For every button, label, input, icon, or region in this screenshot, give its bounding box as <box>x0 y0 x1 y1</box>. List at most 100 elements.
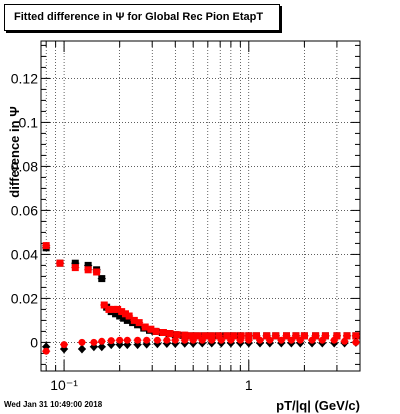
data-point <box>227 336 235 344</box>
chart-title: Fitted difference in Ψ for Global Rec Pi… <box>4 4 280 31</box>
data-point <box>272 332 280 340</box>
data-point <box>330 336 338 344</box>
data-point <box>105 305 113 313</box>
data-point <box>230 332 238 340</box>
data-series <box>42 242 360 355</box>
data-point <box>343 332 351 340</box>
data-point <box>125 312 133 320</box>
data-point <box>109 305 117 313</box>
y-tick-label: 0 <box>30 334 38 350</box>
data-point <box>208 336 216 344</box>
data-point <box>223 332 231 340</box>
data-point <box>42 242 50 250</box>
data-point <box>189 336 197 344</box>
y-axis-label: difference in Ψ <box>7 106 22 197</box>
data-point <box>352 332 360 340</box>
data-point <box>292 332 300 340</box>
y-tick-label: 0.12 <box>11 70 38 86</box>
tick-labels: 0 0.02 0.04 0.06 0.08 0.1 0.12 10⁻¹ 1 <box>11 70 253 393</box>
data-point <box>237 332 245 340</box>
data-point <box>163 336 171 344</box>
data-point <box>84 266 92 274</box>
data-point <box>333 332 341 340</box>
data-point <box>153 336 161 344</box>
data-point <box>252 332 260 340</box>
data-point <box>114 305 122 313</box>
data-point <box>143 336 151 344</box>
data-point <box>217 336 225 344</box>
data-point <box>152 327 160 335</box>
data-point <box>181 336 189 344</box>
data-point <box>159 329 167 336</box>
series-0 <box>42 244 360 340</box>
data-point <box>90 338 98 346</box>
data-point <box>107 337 115 345</box>
data-point <box>308 336 316 344</box>
data-point <box>77 344 86 354</box>
data-point <box>42 347 50 355</box>
data-point <box>123 336 131 344</box>
x-tick-label: 10⁻¹ <box>50 377 78 393</box>
y-tick-label: 0.08 <box>11 158 38 174</box>
data-point <box>97 342 106 352</box>
timestamp: Wed Jan 31 10:49:00 2018 <box>4 400 103 409</box>
data-point <box>198 336 206 344</box>
data-point <box>215 332 223 340</box>
data-point <box>173 331 181 339</box>
data-point <box>312 332 320 340</box>
data-point <box>256 336 264 344</box>
data-point <box>282 332 290 340</box>
plot-frame <box>40 40 361 372</box>
data-point <box>56 259 64 267</box>
data-point <box>134 336 142 344</box>
data-point <box>98 337 106 345</box>
data-point <box>71 264 79 272</box>
data-point <box>352 338 360 346</box>
data-point <box>116 312 124 320</box>
data-point <box>112 310 120 318</box>
x-tick-label: 1 <box>245 377 253 393</box>
data-point <box>93 268 101 276</box>
data-point <box>245 332 253 340</box>
data-point <box>71 259 79 267</box>
data-point <box>84 261 92 269</box>
data-point <box>100 301 108 309</box>
y-tick-label: 0.1 <box>19 114 39 130</box>
data-point <box>60 341 68 349</box>
data-point <box>266 336 274 344</box>
axis-ticks <box>41 41 361 371</box>
data-point <box>194 332 202 340</box>
data-point <box>201 332 209 340</box>
data-point <box>300 332 308 340</box>
data-point <box>181 331 189 339</box>
y-tick-label: 0.04 <box>11 246 38 262</box>
data-point <box>341 337 349 345</box>
data-point <box>166 330 174 338</box>
data-point <box>147 325 155 333</box>
y-tick-label: 0.06 <box>11 202 38 218</box>
data-point <box>118 308 126 316</box>
data-point <box>321 332 329 340</box>
series-1 <box>42 242 360 340</box>
data-point <box>188 332 196 340</box>
data-point <box>123 316 131 324</box>
data-point <box>208 332 216 340</box>
data-point <box>121 310 129 318</box>
data-point <box>120 314 128 322</box>
data-point <box>318 336 326 344</box>
data-point <box>116 336 124 344</box>
series-3 <box>42 336 360 355</box>
y-tick-label: 0.02 <box>11 290 38 306</box>
data-point <box>98 275 106 283</box>
data-point <box>130 316 138 324</box>
grid <box>41 41 361 371</box>
data-point <box>135 319 143 327</box>
data-point <box>171 336 179 344</box>
data-point <box>277 336 285 344</box>
data-point <box>296 336 304 344</box>
data-point <box>78 338 86 346</box>
data-point <box>236 336 244 344</box>
x-axis-label: pT/|q| (GeV/c) <box>276 398 360 413</box>
data-point <box>287 336 295 344</box>
